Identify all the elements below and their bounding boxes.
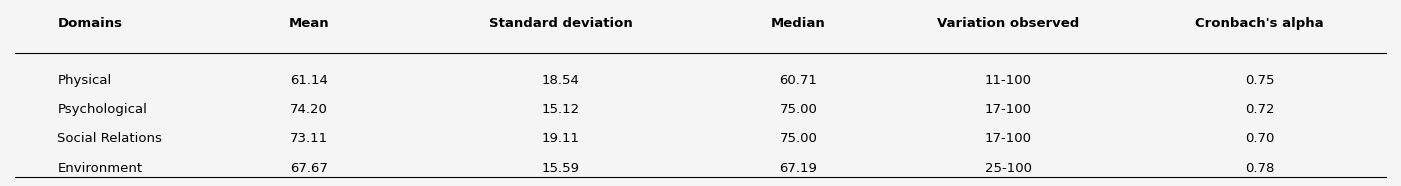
Text: 0.72: 0.72 (1245, 103, 1275, 116)
Text: 0.70: 0.70 (1245, 132, 1275, 145)
Text: 67.67: 67.67 (290, 162, 328, 175)
Text: Mean: Mean (289, 17, 329, 30)
Text: Median: Median (771, 17, 825, 30)
Text: 17-100: 17-100 (985, 103, 1031, 116)
Text: Environment: Environment (57, 162, 143, 175)
Text: Social Relations: Social Relations (57, 132, 163, 145)
Text: 67.19: 67.19 (779, 162, 817, 175)
Text: Variation observed: Variation observed (937, 17, 1079, 30)
Text: 25-100: 25-100 (985, 162, 1031, 175)
Text: 60.71: 60.71 (779, 74, 817, 87)
Text: 19.11: 19.11 (542, 132, 580, 145)
Text: 74.20: 74.20 (290, 103, 328, 116)
Text: 0.78: 0.78 (1245, 162, 1275, 175)
Text: 17-100: 17-100 (985, 132, 1031, 145)
Text: 11-100: 11-100 (985, 74, 1031, 87)
Text: 0.75: 0.75 (1245, 74, 1275, 87)
Text: Cronbach's alpha: Cronbach's alpha (1195, 17, 1324, 30)
Text: Standard deviation: Standard deviation (489, 17, 633, 30)
Text: Domains: Domains (57, 17, 122, 30)
Text: 75.00: 75.00 (779, 132, 817, 145)
Text: Psychological: Psychological (57, 103, 147, 116)
Text: 15.59: 15.59 (542, 162, 580, 175)
Text: 18.54: 18.54 (542, 74, 580, 87)
Text: 75.00: 75.00 (779, 103, 817, 116)
Text: 15.12: 15.12 (542, 103, 580, 116)
Text: 73.11: 73.11 (290, 132, 328, 145)
Text: 61.14: 61.14 (290, 74, 328, 87)
Text: Physical: Physical (57, 74, 112, 87)
